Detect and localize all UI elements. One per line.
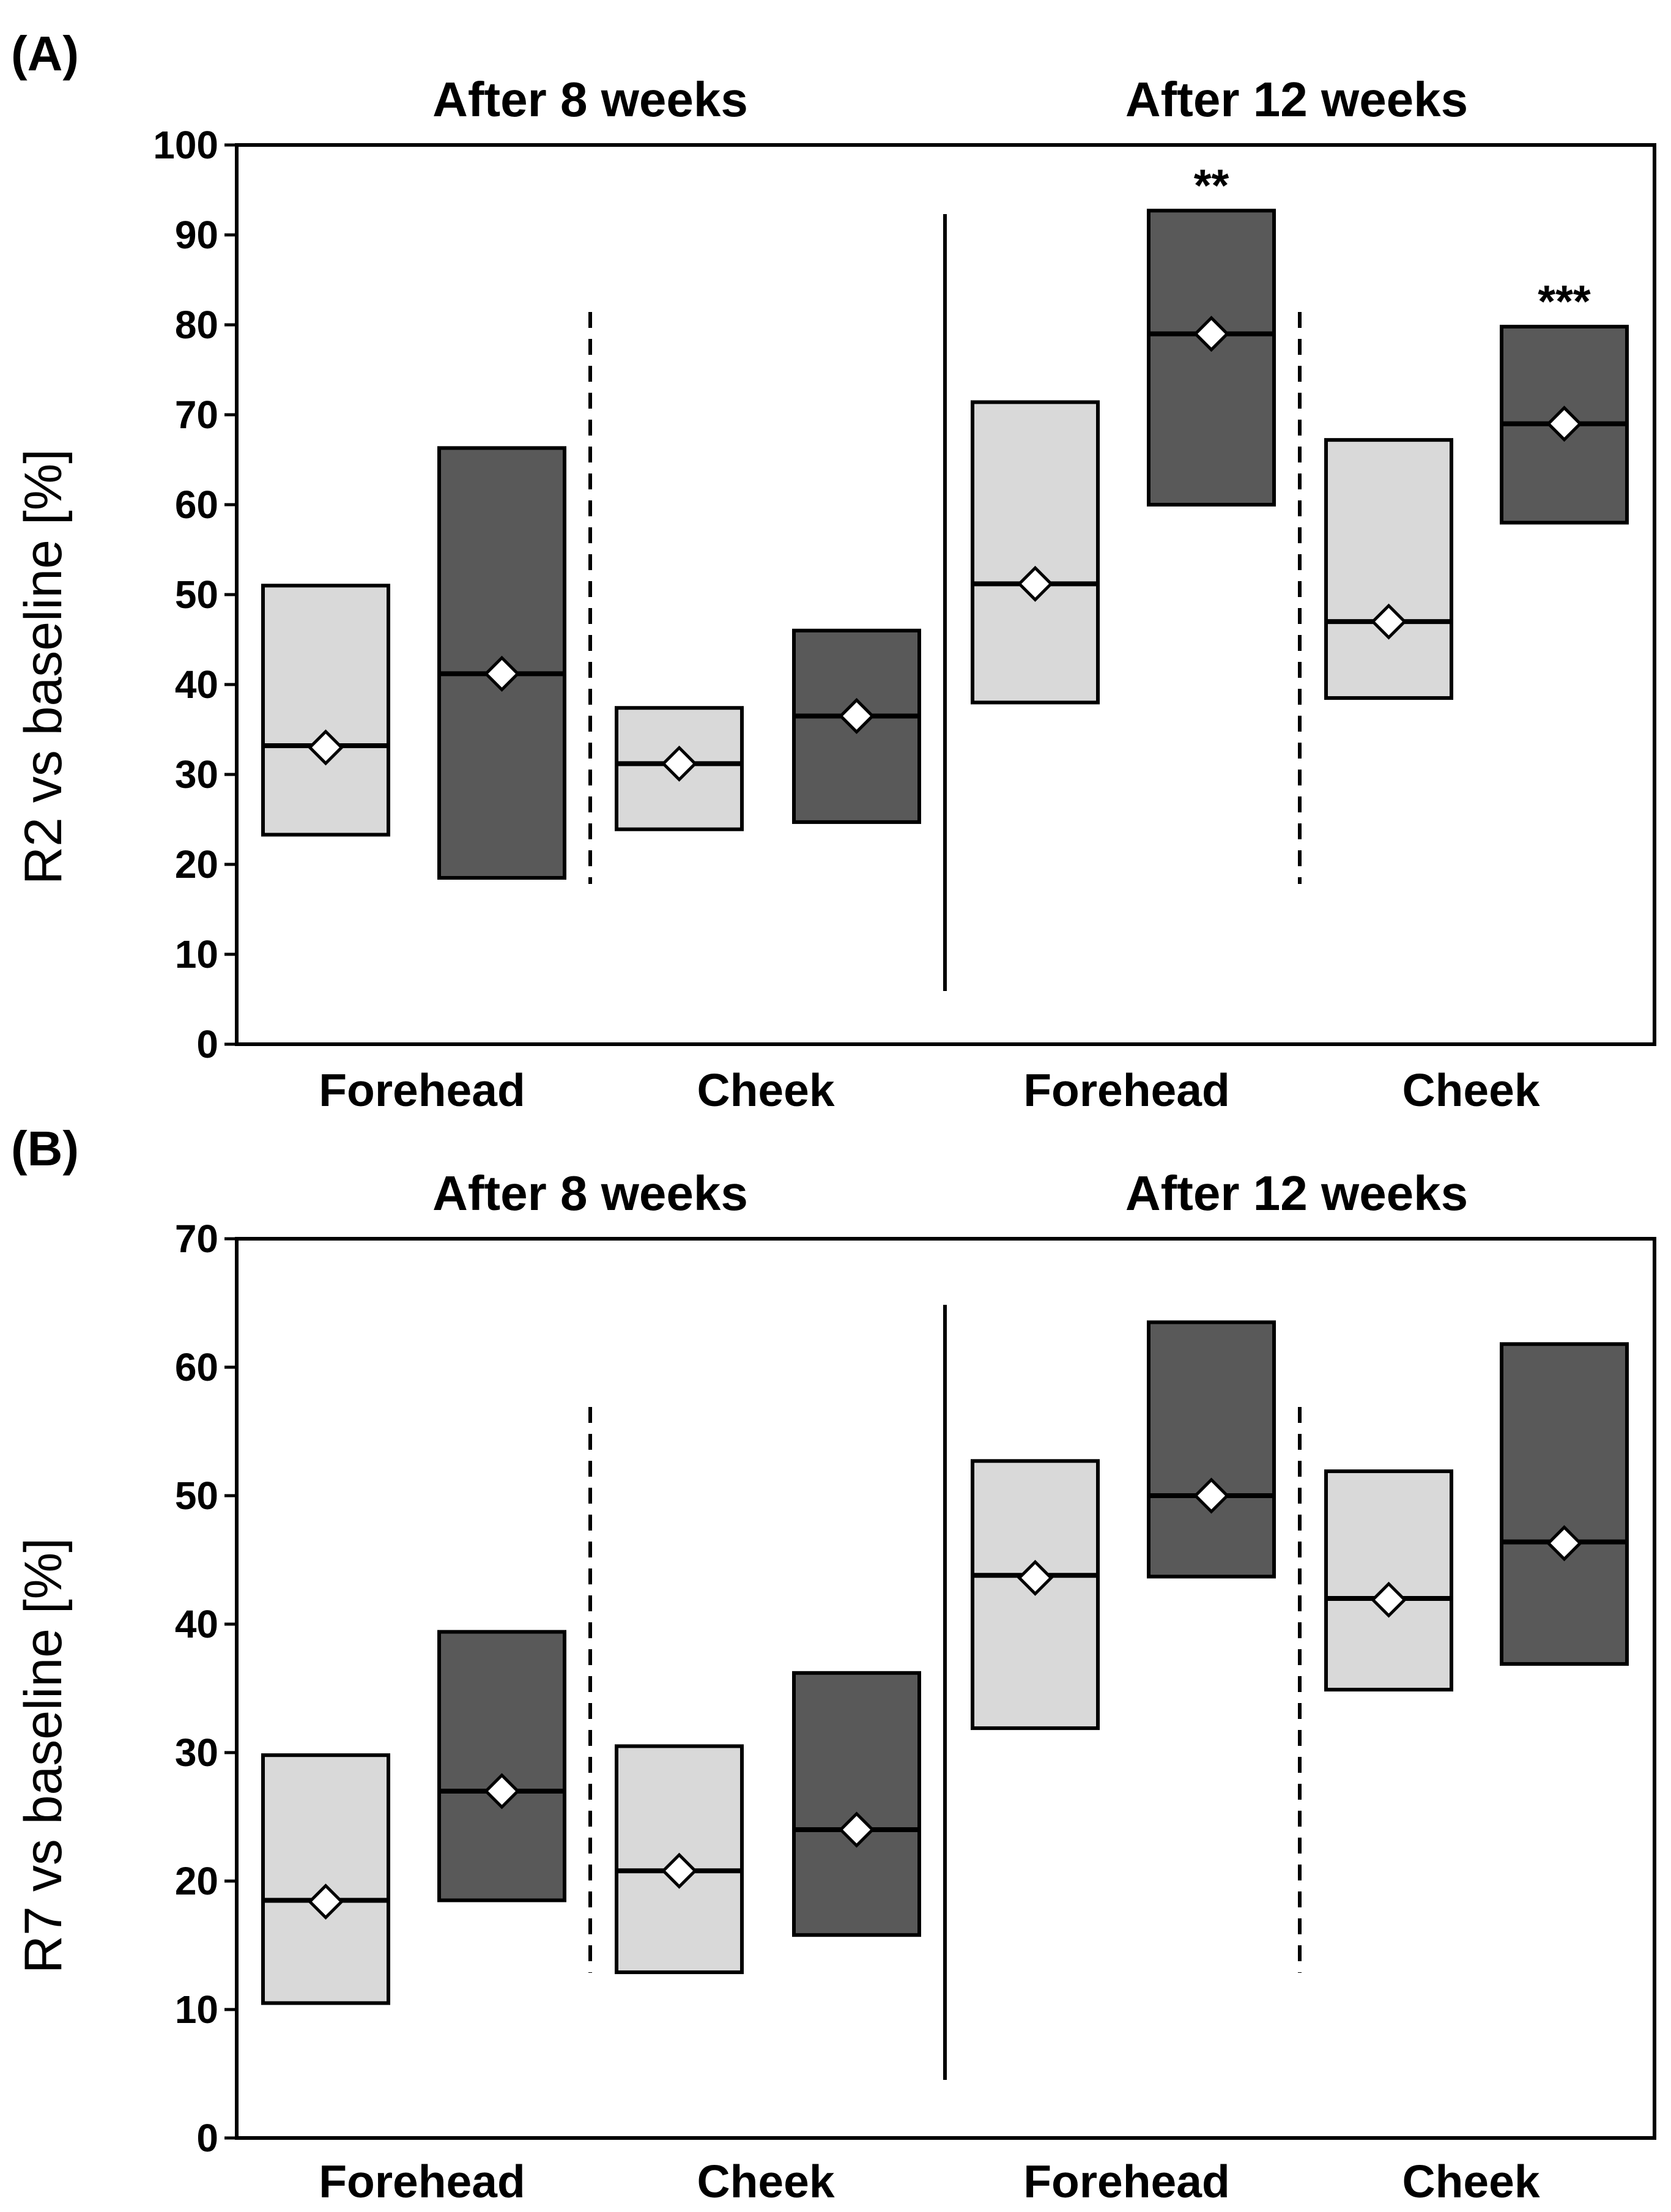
y-tick-label: 0	[196, 1022, 218, 1066]
y-tick-label: 70	[175, 1217, 218, 1261]
boxes: *****	[261, 160, 1629, 880]
mean-marker	[483, 655, 521, 692]
mean-marker	[307, 729, 344, 766]
plot-frame	[235, 143, 1656, 1046]
box-dark	[437, 1630, 566, 1902]
box-dark	[1147, 209, 1276, 507]
mean-marker	[838, 1811, 875, 1848]
x-label-cheek-12w: Cheek	[1402, 1064, 1539, 1116]
group-heading-12-weeks: After 12 weeks	[1125, 1166, 1468, 1220]
mean-marker	[661, 1852, 698, 1889]
group-heading-8-weeks: After 8 weeks	[432, 72, 748, 127]
box-dark	[1500, 1342, 1629, 1666]
y-tick-label: 50	[175, 1474, 218, 1518]
significance-annotation: ***	[1538, 276, 1591, 327]
box-light	[261, 584, 390, 837]
box-light	[1324, 1469, 1453, 1692]
x-label-forehead-12w: Forehead	[1023, 2156, 1230, 2207]
mean-marker	[1370, 1581, 1407, 1618]
y-tick-label: 30	[175, 1731, 218, 1775]
mean-marker	[1370, 603, 1407, 640]
y-axis-label: R7 vs baseline [%]	[14, 1538, 73, 1973]
panel-a: (A) After 8 weeks After 12 weeks R2 vs b…	[11, 26, 1656, 1116]
x-label-cheek-12w: Cheek	[1402, 2156, 1539, 2207]
y-ticks: 0 10 20 30 40 50 60 70	[175, 1217, 237, 2160]
y-tick-label: 90	[175, 213, 218, 257]
x-label-cheek-8w: Cheek	[697, 2156, 834, 2207]
mean-marker	[1017, 1559, 1054, 1596]
mean-marker	[1017, 565, 1054, 602]
y-tick-label: 100	[153, 123, 218, 167]
y-tick-label: 70	[175, 393, 218, 437]
x-label-forehead-8w: Forehead	[319, 1064, 525, 1116]
box-dark	[792, 1671, 921, 1937]
x-label-cheek-8w: Cheek	[697, 1064, 834, 1116]
x-label-forehead-8w: Forehead	[319, 2156, 525, 2207]
y-axis-label: R2 vs baseline [%]	[14, 449, 73, 885]
plot-frame	[235, 1237, 1656, 2140]
y-tick-label: 20	[175, 842, 218, 886]
group-heading-8-weeks: After 8 weeks	[432, 1166, 748, 1220]
y-tick-label: 60	[175, 483, 218, 527]
y-tick-label: 0	[196, 2116, 218, 2160]
y-tick-label: 50	[175, 573, 218, 617]
mean-marker	[1193, 1477, 1230, 1514]
mean-marker	[307, 1884, 344, 1920]
y-tick-label: 10	[175, 932, 218, 976]
panel-label: (B)	[11, 1121, 79, 1176]
panel-b: (B) After 8 weeks After 12 weeks R7 vs b…	[11, 1121, 1656, 2207]
mean-marker	[661, 745, 698, 782]
y-ticks: 0 10 20 30 40 50 60 70 80 90 100	[153, 123, 237, 1066]
y-tick-label: 40	[175, 662, 218, 707]
y-tick-label: 60	[175, 1345, 218, 1389]
box-light	[971, 400, 1100, 705]
x-label-forehead-12w: Forehead	[1023, 1064, 1230, 1116]
y-tick-label: 40	[175, 1602, 218, 1646]
significance-annotation: **	[1194, 160, 1229, 210]
mean-marker	[1546, 406, 1583, 442]
mean-marker	[1193, 316, 1230, 352]
box-light	[1324, 438, 1453, 700]
mean-marker	[483, 1773, 521, 1809]
y-tick-label: 80	[175, 303, 218, 347]
group-heading-12-weeks: After 12 weeks	[1125, 72, 1468, 127]
boxes	[261, 1320, 1629, 2005]
y-tick-label: 10	[175, 1987, 218, 2032]
y-tick-label: 20	[175, 1859, 218, 1903]
panel-label: (A)	[11, 26, 79, 81]
box-light	[261, 1753, 390, 2005]
mean-marker	[1546, 1525, 1583, 1562]
y-tick-label: 30	[175, 752, 218, 796]
box-dark	[1147, 1320, 1276, 1579]
mean-marker	[838, 697, 875, 734]
